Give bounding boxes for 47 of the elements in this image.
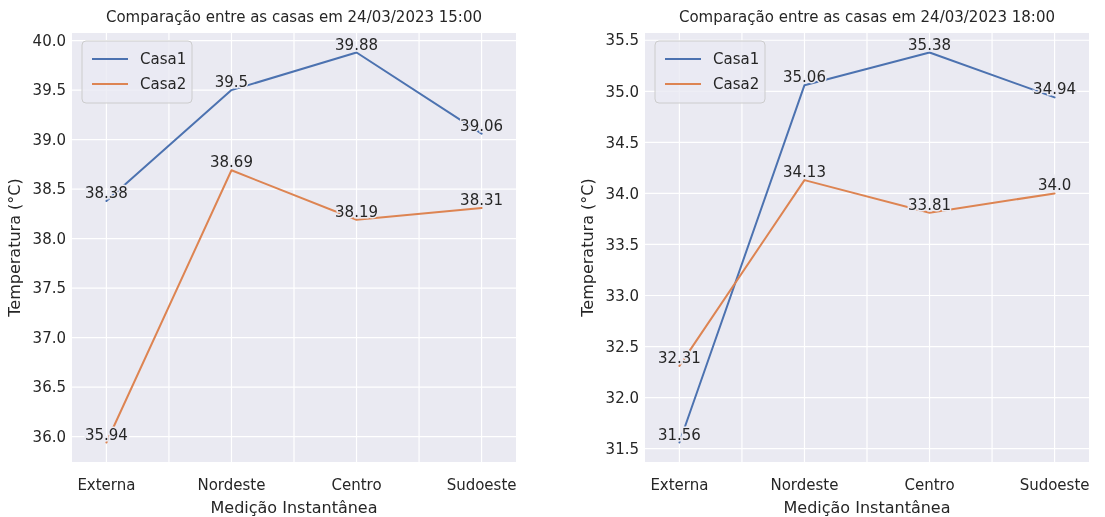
y-tick-label: 39.5 [32, 81, 66, 100]
y-tick-label: 34.0 [605, 184, 639, 203]
y-tick-label: 37.0 [32, 328, 66, 347]
x-tick-label: Sudoeste [1019, 476, 1090, 494]
data-label: 38.19 [335, 202, 378, 221]
data-label: 34.13 [783, 163, 826, 182]
y-tick-label: 36.5 [32, 378, 66, 397]
data-label: 34.0 [1037, 176, 1072, 195]
x-tick-label: Centro [904, 476, 955, 494]
y-tick-label: 37.5 [32, 279, 66, 298]
y-tick-label: 40.0 [32, 31, 66, 50]
x-axis-title: Medição Instantânea [210, 498, 378, 517]
x-tick-label: Centro [331, 476, 382, 494]
y-tick-label: 34.5 [605, 133, 639, 152]
legend-label: Casa2 [713, 75, 760, 94]
y-tick-label: 38.0 [32, 229, 66, 248]
y-axis-title: Temperatura (°C) [5, 178, 24, 318]
y-tick-label: 32.0 [605, 388, 639, 407]
data-label: 38.31 [460, 190, 504, 209]
chart-title: Comparação entre as casas em 24/03/2023 15:00 [105, 8, 483, 26]
x-tick-label: Externa [77, 476, 136, 494]
legend-label: Casa2 [140, 75, 187, 94]
y-tick-label: 31.5 [605, 439, 639, 458]
data-label: 33.81 [908, 195, 951, 214]
chart-title: Comparação entre as casas em 24/03/2023 18:00 [678, 8, 1056, 26]
y-tick-label: 36.0 [32, 427, 66, 446]
data-label: 35.06 [783, 68, 826, 87]
data-label: 39.88 [335, 35, 378, 54]
y-tick-label: 33.5 [605, 235, 639, 254]
data-label: 35.38 [908, 35, 951, 54]
data-label: 39.5 [214, 73, 249, 92]
y-tick-label: 35.0 [605, 82, 639, 101]
y-tick-label: 33.0 [605, 286, 639, 305]
x-axis-title: Medição Instantânea [783, 498, 951, 517]
x-tick-label: Sudoeste [446, 476, 517, 494]
legend-label: Casa1 [140, 50, 187, 69]
legend-label: Casa1 [713, 50, 760, 69]
data-label: 34.94 [1033, 80, 1077, 99]
x-tick-label: Nordeste [197, 476, 266, 494]
x-tick-label: Nordeste [770, 476, 839, 494]
y-tick-label: 32.5 [605, 337, 639, 356]
y-tick-label: 35.5 [605, 31, 639, 50]
x-tick-label: Externa [650, 476, 709, 494]
y-tick-label: 38.5 [32, 180, 66, 199]
data-label: 38.69 [210, 153, 253, 172]
y-axis-title: Temperatura (°C) [578, 178, 597, 318]
y-tick-label: 39.0 [32, 130, 66, 149]
